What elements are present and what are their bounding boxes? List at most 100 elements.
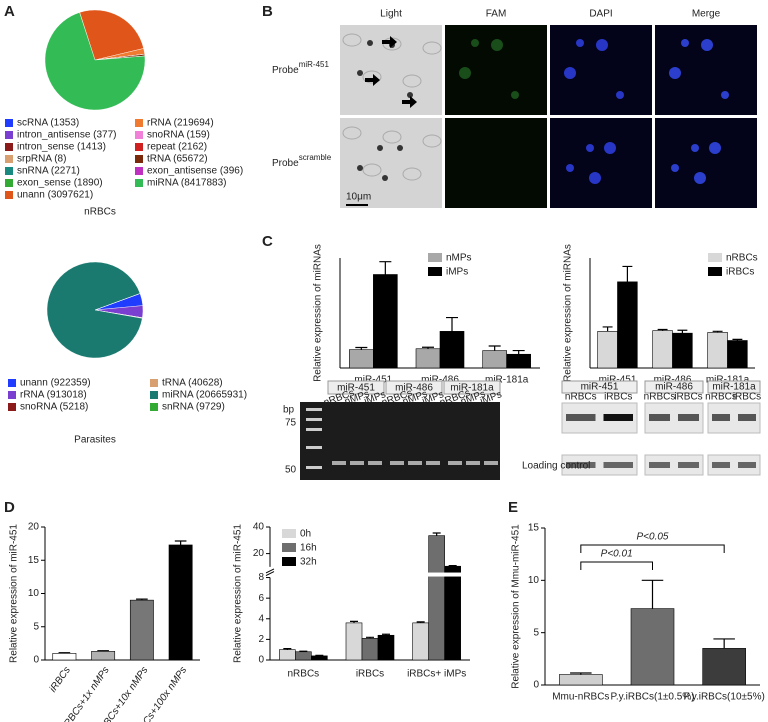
error-bar: [58, 652, 71, 654]
blot-image: [644, 454, 704, 476]
x-tick-label: miR-486: [654, 375, 692, 386]
legend-label: exon_antisense (396): [147, 166, 243, 177]
y-tick-label: 2: [258, 634, 264, 645]
bar: [672, 332, 693, 369]
legend-swatch: [282, 543, 296, 552]
legend-swatch: [428, 253, 442, 262]
x-tick-label: miR-181a: [485, 375, 529, 386]
pie-slice: [46, 261, 143, 359]
bar: [630, 608, 675, 686]
bar: [361, 638, 379, 661]
legend-label: snoRNA (159): [147, 130, 210, 141]
cell: [362, 70, 382, 84]
legend-swatch: [5, 191, 13, 199]
bar: [412, 622, 429, 661]
group-box: [561, 380, 638, 394]
bar: [707, 332, 728, 369]
column-header: Light: [380, 9, 402, 20]
error-bar: [382, 633, 390, 636]
lane-label: iRBCs: [733, 392, 761, 403]
x-tick-label: miR-181a: [706, 375, 750, 386]
gel-marker: 75: [285, 418, 297, 429]
gel-band: [426, 461, 440, 465]
arrow: [365, 74, 380, 86]
lane-label: nRBCs: [705, 392, 737, 403]
group-box: [707, 380, 761, 394]
y-axis-label: Relative expression of miRNAs: [563, 244, 574, 382]
micrograph: [340, 118, 442, 208]
legend-label: snRNA (9729): [162, 402, 225, 413]
legend-label: intron_antisense (377): [17, 130, 117, 141]
legend-swatch: [5, 119, 13, 127]
y-tick-label: 0: [533, 680, 539, 691]
lane-label: nRBCs: [644, 392, 676, 403]
gel-group-label: miR-486: [395, 383, 433, 394]
group-box: [327, 380, 385, 395]
panel-label: E: [508, 499, 518, 516]
error-bar: [299, 650, 308, 652]
bar: [482, 350, 507, 369]
micrograph: [655, 118, 757, 208]
y-tick-label: 0: [33, 655, 39, 666]
y-axis-label: Relative expression of miRNAs: [313, 244, 324, 382]
legend-label: scRNA (1353): [17, 118, 79, 129]
signal: [377, 145, 383, 151]
blot-group-label: miR-486: [655, 382, 693, 393]
signal: [511, 91, 519, 99]
gel-marker: 50: [285, 465, 297, 476]
row-label: Probescramble: [272, 153, 332, 169]
bar: [377, 634, 395, 661]
ladder-band: [306, 428, 322, 431]
legend-swatch: [135, 167, 143, 175]
signal: [407, 92, 413, 98]
pie-slice: [94, 293, 141, 311]
legend-label: snoRNA (5218): [20, 402, 88, 413]
x-tick-label: nRBCs: [287, 669, 319, 680]
arrow: [402, 96, 417, 108]
legend-swatch: [708, 253, 722, 262]
y-axis-label: Relative expression of Mmu-miR-451: [511, 524, 522, 689]
bar: [295, 651, 312, 661]
micrograph: [550, 118, 652, 208]
signal: [701, 39, 713, 51]
bar: [91, 651, 116, 661]
group-box: [385, 380, 443, 395]
legend-label: repeat (2162): [147, 142, 207, 153]
x-tick-label: iRBCs: [356, 669, 384, 680]
error-bar: [732, 338, 743, 341]
legend-swatch: [135, 119, 143, 127]
error-bar: [488, 345, 501, 351]
y-axis-label: Relative expression of miR-451: [233, 524, 244, 663]
signal: [691, 144, 699, 152]
bar: [129, 599, 154, 661]
row-label-text: Probe: [272, 65, 299, 76]
error-bar: [355, 346, 368, 350]
signal: [459, 67, 471, 79]
axis-break: [265, 568, 275, 574]
x-tick-label: P.y.iRBCs(1±0.5%): [610, 692, 694, 703]
legend-label: iRBCs: [726, 267, 754, 278]
y-tick-label: 4: [258, 613, 264, 624]
error-bar: [641, 579, 664, 609]
y-tick-label: 5: [33, 621, 39, 632]
signal: [382, 175, 388, 181]
ladder-band: [306, 408, 322, 411]
signal: [397, 145, 403, 151]
error-bar: [366, 636, 374, 639]
legend-label: exon_sense (1890): [17, 178, 103, 189]
legend-swatch: [135, 179, 143, 187]
ladder-band: [306, 466, 322, 469]
x-tick-label: iRBCs+ iMPs: [407, 669, 466, 680]
blot-band: [603, 414, 633, 421]
signal: [709, 142, 721, 154]
error-bar: [602, 326, 613, 332]
group-box: [443, 380, 501, 395]
bar: [279, 649, 296, 661]
significance-bracket: [580, 544, 725, 553]
bar: [373, 274, 398, 369]
cell: [402, 74, 422, 88]
bar-break: [443, 572, 462, 577]
lane-label: iRBCs: [604, 392, 632, 403]
legend-swatch: [5, 131, 13, 139]
